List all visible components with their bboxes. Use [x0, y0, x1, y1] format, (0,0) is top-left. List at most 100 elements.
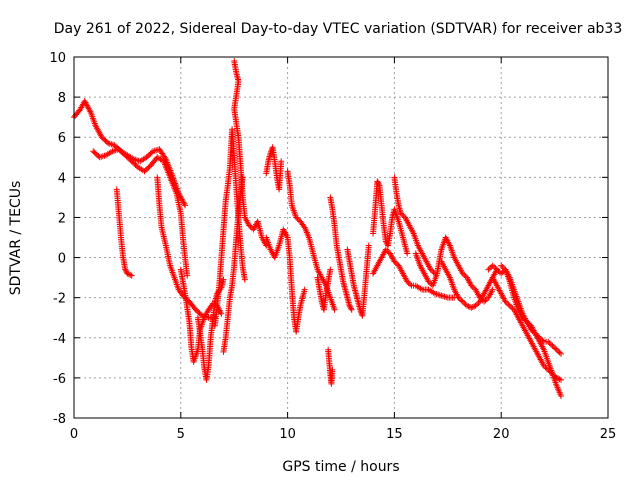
data-point — [491, 263, 498, 270]
series-track-o — [327, 194, 355, 313]
axis-ticks: 0 5 10 15 20 25 -8 -6 -4 -2 0 2 4 6 8 10 — [49, 51, 616, 442]
data-point — [301, 286, 308, 293]
series-track-i — [231, 58, 270, 249]
series-track-s — [391, 174, 438, 277]
data-point — [461, 271, 468, 278]
data-point — [538, 336, 545, 343]
data-point — [122, 267, 129, 274]
data-point — [247, 223, 254, 230]
data-point — [346, 302, 353, 309]
data-point — [539, 337, 546, 344]
data-point — [365, 242, 372, 249]
data-point — [469, 304, 476, 311]
data-point — [548, 369, 555, 376]
y-tick-label: 8 — [58, 91, 66, 106]
data-point — [429, 267, 436, 274]
data-point — [461, 300, 468, 307]
data-point — [540, 362, 547, 369]
data-point — [499, 269, 506, 276]
y-axis-label: SDTVAR / TECUs — [8, 181, 24, 296]
data-point — [293, 214, 300, 221]
data-point — [392, 259, 399, 266]
y-tick-label: -2 — [53, 292, 66, 307]
data-point — [127, 271, 134, 278]
data-point — [459, 270, 466, 277]
data-point — [347, 305, 354, 312]
series-track-r — [370, 246, 458, 301]
data-point — [506, 302, 513, 309]
series-track-a — [71, 98, 189, 209]
x-tick-label: 20 — [493, 427, 510, 442]
x-tick-label: 0 — [70, 427, 78, 442]
data-point — [375, 179, 382, 186]
data-point — [536, 334, 543, 341]
data-point — [553, 346, 560, 353]
data-point — [546, 340, 553, 347]
data-point — [374, 178, 381, 185]
data-point — [498, 270, 505, 277]
series-track-c — [113, 186, 135, 279]
data-point — [556, 376, 563, 383]
data-point — [405, 279, 412, 286]
data-point — [407, 281, 414, 288]
data-point — [545, 338, 552, 345]
x-axis-label: GPS time / hours — [282, 459, 399, 475]
series-track-j — [263, 144, 285, 193]
data-point — [502, 298, 509, 305]
data-point — [427, 279, 433, 286]
data-point — [458, 297, 465, 304]
series-track-q — [370, 178, 411, 257]
data-point — [520, 316, 527, 323]
data-point — [184, 272, 191, 279]
data-point — [122, 266, 129, 273]
data-point — [556, 349, 563, 356]
data-point — [125, 271, 132, 278]
data-point — [348, 306, 355, 313]
x-tick-label: 15 — [386, 427, 403, 442]
data-point — [464, 302, 471, 309]
data-point — [468, 282, 475, 289]
data-point — [459, 298, 466, 305]
x-tick-label: 5 — [177, 427, 185, 442]
data-point — [465, 303, 472, 310]
data-point — [555, 348, 562, 355]
x-tick-label: 10 — [279, 427, 296, 442]
data-point — [550, 372, 557, 379]
data-point — [241, 276, 248, 283]
data-point — [218, 310, 225, 317]
series-track-p — [344, 242, 372, 319]
data-point — [552, 345, 559, 352]
series-track-b — [90, 146, 191, 279]
y-tick-label: 4 — [58, 171, 66, 186]
data-point — [535, 333, 542, 340]
data-point — [391, 258, 398, 265]
data-point — [529, 328, 536, 335]
y-tick-label: 10 — [49, 51, 66, 66]
series-track-k — [263, 226, 308, 335]
data-point — [246, 222, 253, 229]
chart-title: Day 261 of 2022, Sidereal Day-to-day VTE… — [54, 21, 623, 37]
series-track-m — [314, 266, 334, 313]
series-track-x — [498, 262, 565, 357]
data-point — [498, 262, 505, 269]
data-point — [558, 376, 565, 383]
series-track-l — [284, 168, 338, 313]
data-point — [558, 350, 565, 357]
data-point — [549, 342, 556, 349]
data-point — [486, 265, 493, 272]
series-track-t — [412, 234, 496, 305]
series-track-f — [194, 276, 227, 383]
data-point — [327, 266, 334, 273]
data-point — [555, 375, 562, 382]
data-point — [542, 364, 549, 371]
data-point — [489, 262, 496, 269]
data-point — [331, 306, 338, 313]
data-point — [543, 365, 550, 372]
data-point — [549, 370, 556, 377]
series-track-h — [220, 174, 246, 355]
data-point — [548, 341, 555, 348]
data-point — [519, 314, 526, 321]
data-point — [473, 301, 480, 308]
data-point — [456, 296, 463, 303]
